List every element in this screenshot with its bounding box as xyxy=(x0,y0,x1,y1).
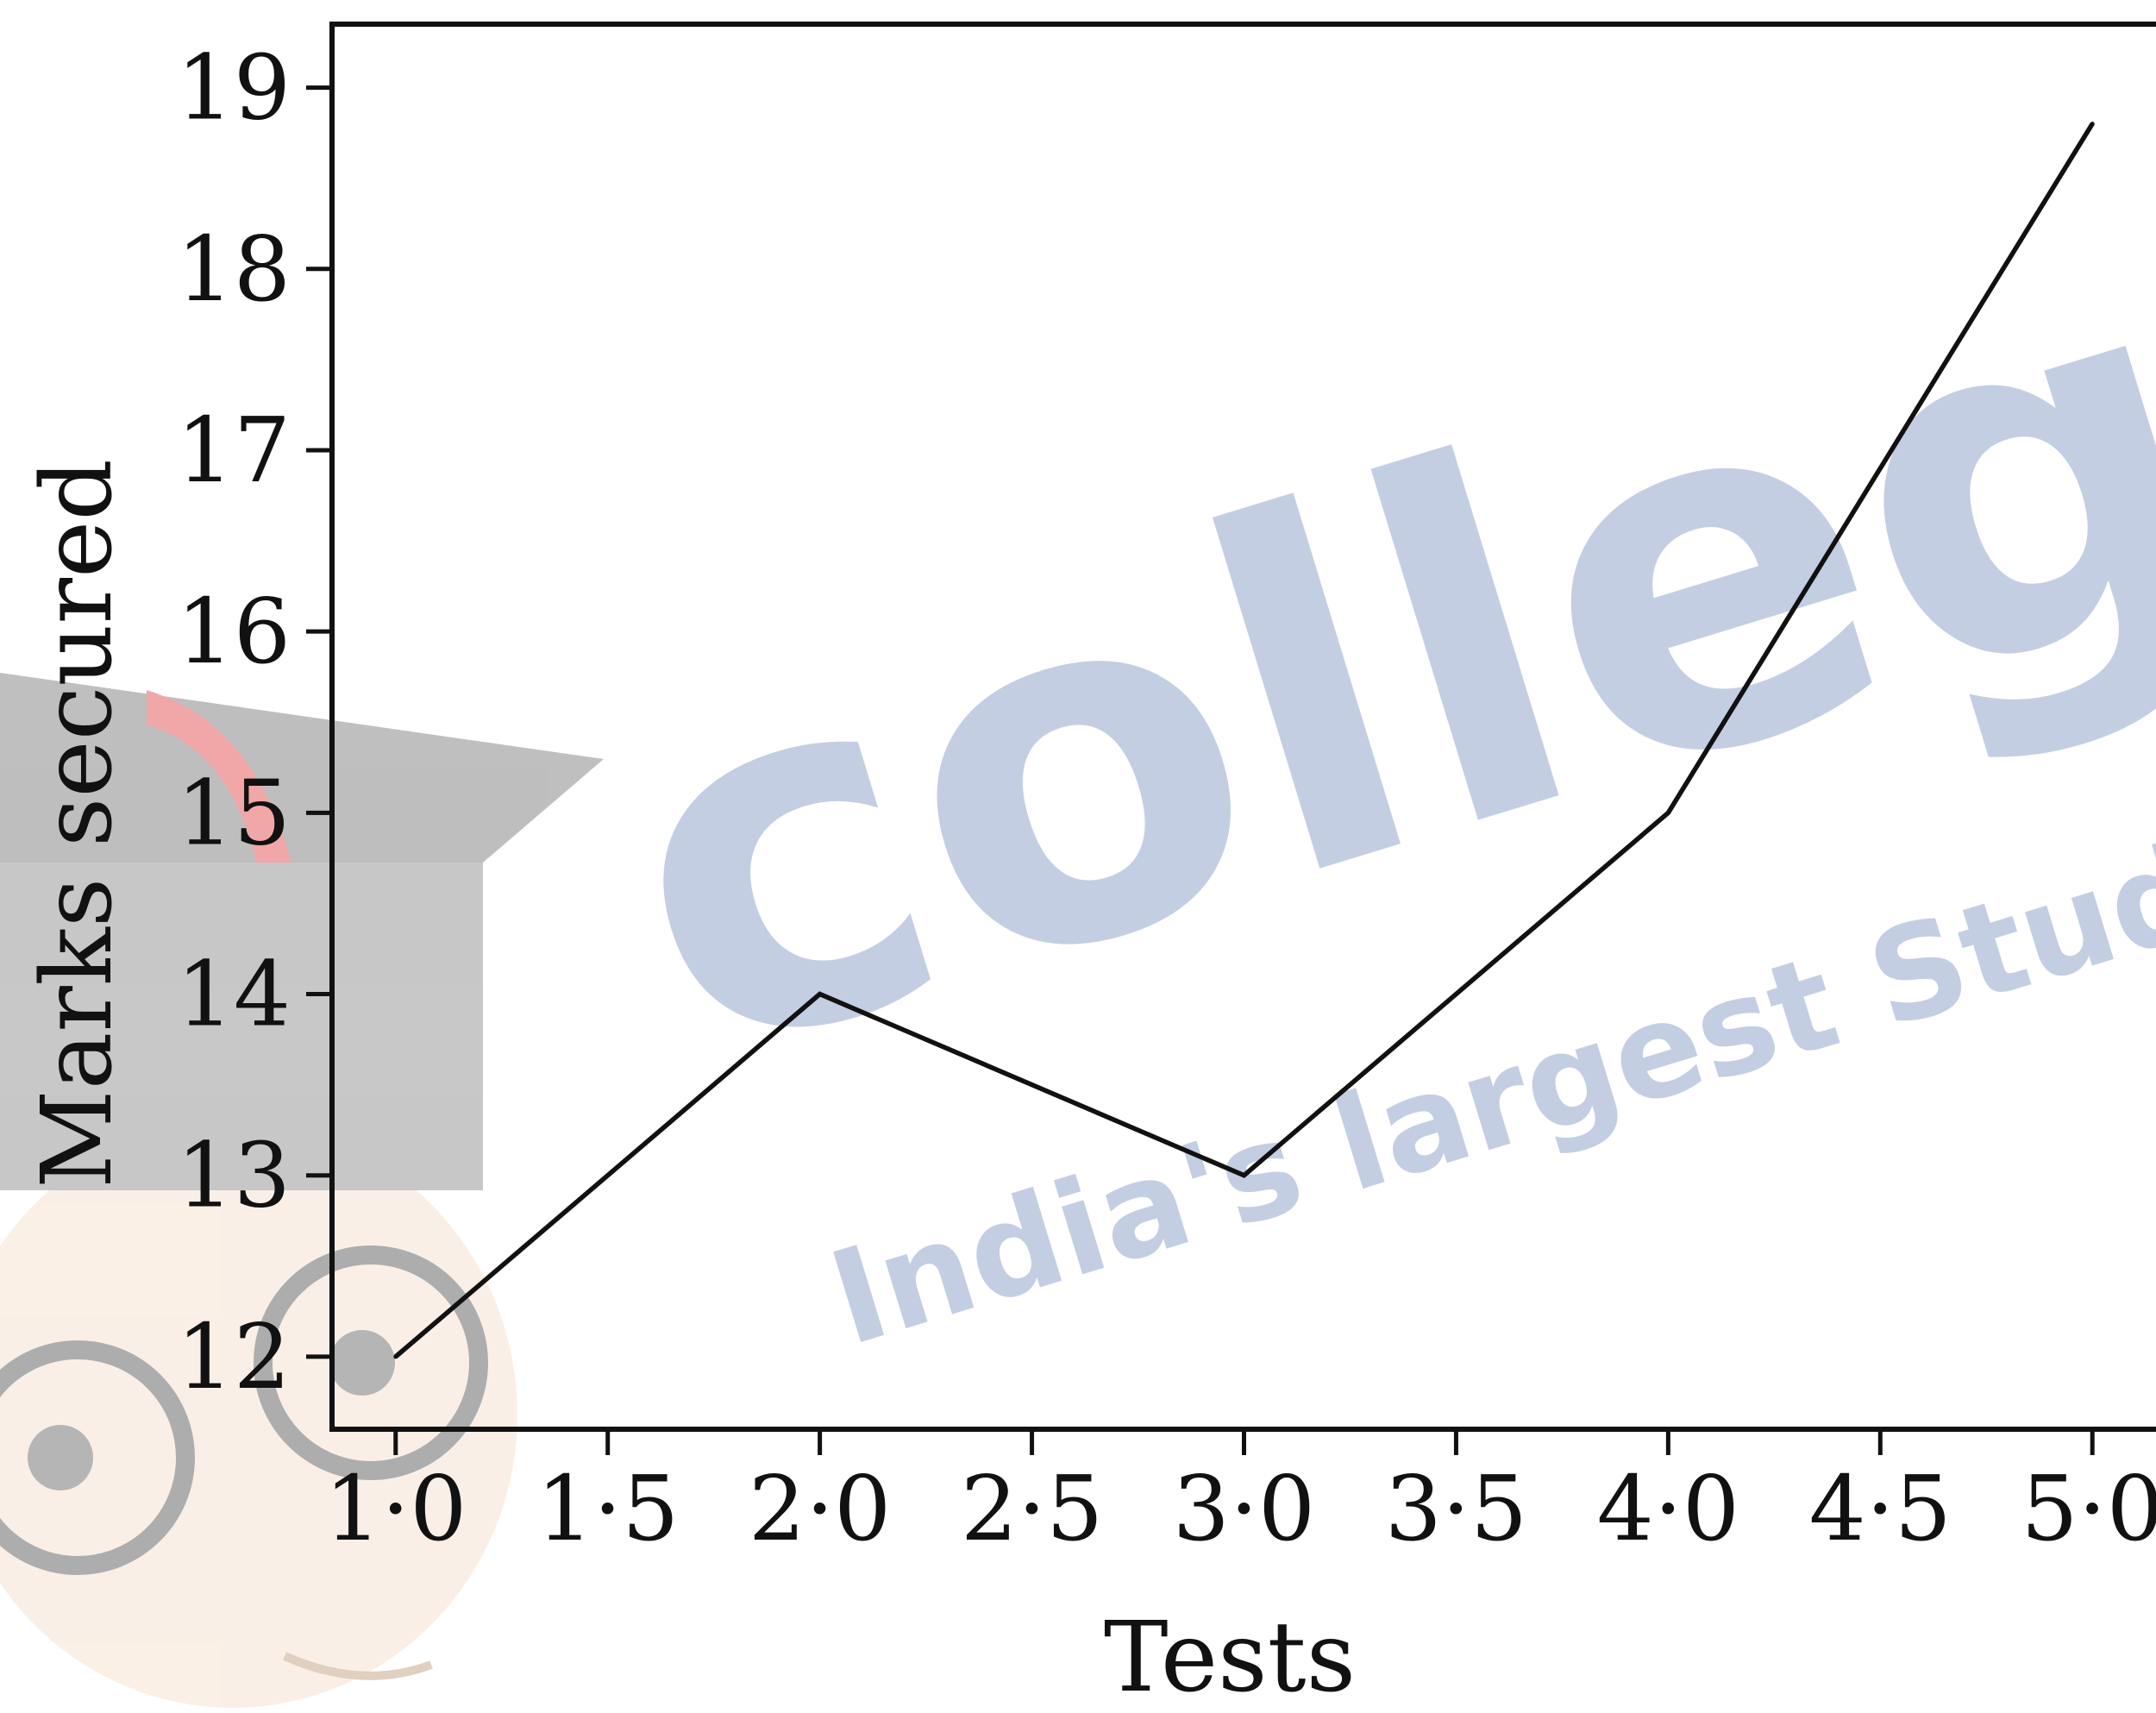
x-tick-label: 5·0 xyxy=(2021,1456,2156,1561)
y-tick-label: 18 xyxy=(177,216,291,322)
mascot-watermark-icon xyxy=(0,673,604,1708)
y-axis-title: Marks secured xyxy=(22,459,134,1189)
x-tick-label: 3·0 xyxy=(1173,1456,1315,1561)
x-tick-label: 4·0 xyxy=(1597,1456,1739,1561)
x-axis: 1·0 1·5 2·0 2·5 3·0 3·5 4·0 4·5 5·0 xyxy=(324,1429,2156,1561)
y-tick-label: 15 xyxy=(177,760,291,865)
data-point xyxy=(2090,122,2095,127)
y-tick-label: 19 xyxy=(177,35,291,141)
data-point xyxy=(1665,810,1670,815)
data-point xyxy=(393,1354,398,1359)
x-tick-label: 1·0 xyxy=(324,1456,467,1561)
watermark: collegedunia India's largest Student Rev… xyxy=(559,0,2156,1375)
x-tick-label: 3·5 xyxy=(1385,1456,1527,1561)
x-tick-label: 4·5 xyxy=(1809,1456,1952,1561)
x-tick-label: 2·5 xyxy=(961,1456,1103,1561)
y-axis: 12 13 14 15 16 17 18 19 xyxy=(177,35,332,1409)
plot-area xyxy=(393,122,2095,1359)
data-point xyxy=(818,992,823,997)
data-point xyxy=(1242,1173,1246,1178)
y-tick-label: 14 xyxy=(177,942,291,1047)
y-tick-label: 13 xyxy=(177,1123,291,1228)
y-tick-label: 16 xyxy=(177,579,291,684)
x-tick-label: 2·0 xyxy=(749,1456,891,1561)
x-tick-label: 1·5 xyxy=(536,1456,679,1561)
x-axis-title: Tests xyxy=(1104,1602,1356,1713)
y-tick-label: 17 xyxy=(177,398,291,503)
y-tick-label: 12 xyxy=(177,1304,291,1409)
